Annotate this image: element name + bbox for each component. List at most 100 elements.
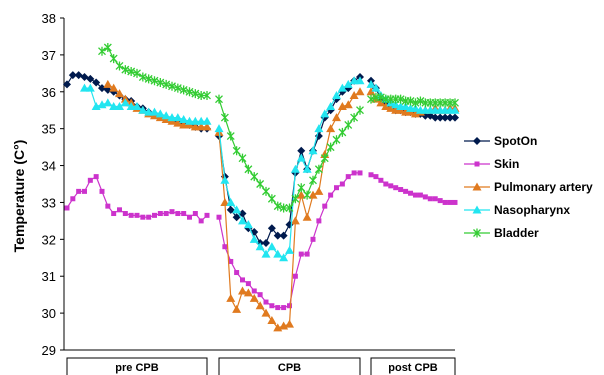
data-point [332,113,341,122]
data-point [250,172,259,182]
data-point [436,113,445,122]
data-point [190,116,200,125]
legend-item: Pulmonary artery [464,180,593,194]
data-point [132,102,142,111]
data-point [179,114,189,123]
data-point [85,83,95,92]
legend-swatch-marker [473,228,481,238]
data-point [127,66,136,76]
data-point [251,288,257,294]
data-point [203,90,211,100]
data-point [366,87,376,96]
data-point [393,185,399,191]
data-point [156,78,165,88]
data-point [238,286,247,295]
data-point [152,212,157,218]
data-point [185,87,194,97]
data-point [302,164,312,173]
data-point [403,188,409,194]
data-point [150,107,159,116]
data-point [447,199,453,205]
data-point [179,120,189,129]
data-point [243,288,253,297]
data-point [298,251,304,257]
data-point [263,299,269,305]
y-tick-label: 38 [42,11,56,26]
data-point [343,100,353,109]
data-point [279,231,288,240]
data-point [452,199,458,205]
data-point [411,98,420,108]
data-point [386,103,396,112]
data-point [196,122,206,131]
data-point [316,218,322,224]
data-point [267,315,277,324]
data-point [450,105,460,114]
y-tick-label: 33 [42,195,56,210]
data-point [412,192,418,198]
data-point [309,175,317,185]
data-point [398,187,404,193]
data-point [162,79,171,89]
series-line [101,46,207,97]
data-point [70,196,76,202]
data-point [157,211,163,217]
data-point [334,185,339,191]
data-point [109,102,119,111]
legend: SpotOn Skin Pulmonary artery Nasopharynx Bla… [464,134,593,240]
data-point [285,319,294,328]
data-point [337,83,347,92]
data-point [173,113,183,122]
data-point [262,239,270,248]
legend-swatch-marker [472,205,482,214]
data-point [275,305,281,311]
data-point [103,98,113,107]
data-point [366,79,376,88]
data-point [296,190,306,199]
data-point [115,61,124,71]
phase-label: post CPB [388,362,438,374]
data-point [441,113,450,122]
data-point [255,301,265,310]
data-point [115,89,124,98]
data-point [314,186,324,195]
data-point [326,102,336,111]
data-point [432,196,438,202]
data-point [267,224,276,233]
data-point [87,177,93,183]
data-point [222,244,228,250]
legend-label: Nasopharynx [494,203,570,217]
data-point [257,292,263,298]
y-tick-label: 29 [42,343,56,358]
data-point [261,249,271,258]
data-point [446,113,455,122]
data-point [128,212,134,218]
data-point [291,194,300,204]
data-point [396,94,405,104]
data-point [192,211,198,217]
data-point [179,85,188,95]
data-point [232,213,241,222]
y-tick-label: 36 [42,85,56,100]
data-point [296,153,306,162]
data-point [76,188,82,194]
data-point [134,212,140,218]
phase-box [370,357,456,375]
data-point [146,214,152,220]
data-point [117,207,122,213]
data-point [255,242,265,251]
data-point [93,174,99,180]
data-point [332,90,341,99]
data-point [126,102,136,111]
data-point [290,216,300,225]
data-point [308,190,318,199]
data-point [220,175,230,184]
data-point [285,245,294,254]
data-point [322,203,328,209]
y-tick-label: 31 [42,269,56,284]
series-line [218,80,360,259]
data-point [355,76,365,85]
series-line [218,172,360,309]
data-point [204,212,210,218]
